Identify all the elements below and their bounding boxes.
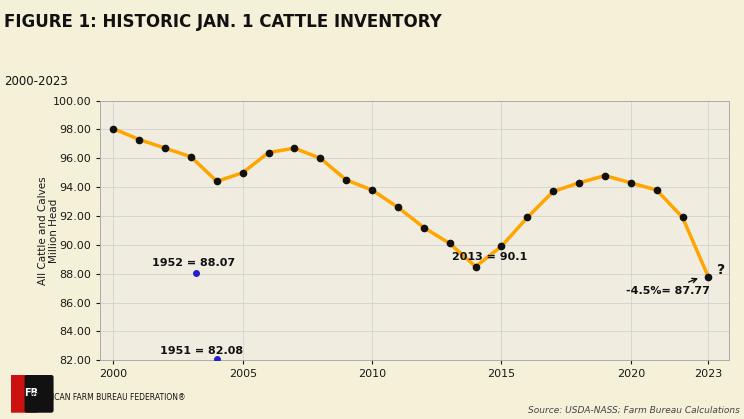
Text: AMERICAN FARM BUREAU FEDERATION®: AMERICAN FARM BUREAU FEDERATION® xyxy=(30,393,185,402)
Text: Source: USDA-NASS; Farm Bureau Calculations: Source: USDA-NASS; Farm Bureau Calculati… xyxy=(528,406,740,415)
FancyBboxPatch shape xyxy=(9,375,38,413)
FancyBboxPatch shape xyxy=(25,375,54,413)
Text: ?: ? xyxy=(717,264,725,277)
Text: -4.5%= 87.77: -4.5%= 87.77 xyxy=(626,278,710,296)
Text: 2000-2023: 2000-2023 xyxy=(4,75,68,88)
Text: FIGURE 1: HISTORIC JAN. 1 CATTLE INVENTORY: FIGURE 1: HISTORIC JAN. 1 CATTLE INVENTO… xyxy=(4,13,441,31)
Text: 1952 = 88.07: 1952 = 88.07 xyxy=(153,258,235,268)
Text: FB: FB xyxy=(25,388,38,398)
Text: 1951 = 82.08: 1951 = 82.08 xyxy=(160,346,243,356)
Y-axis label: All Cattle and Calves
Million Head: All Cattle and Calves Million Head xyxy=(38,176,60,285)
Text: 2013 = 90.1: 2013 = 90.1 xyxy=(452,252,527,262)
